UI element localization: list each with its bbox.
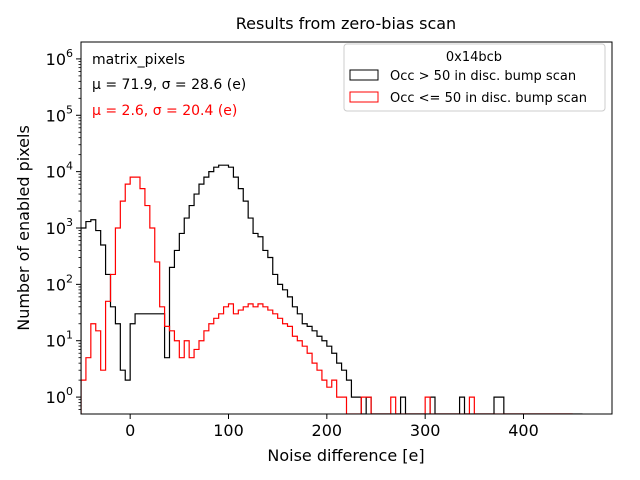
legend-entry-red: Occ <= 50 in disc. bump scan: [390, 91, 587, 106]
y-axis-ticks: 100 101 102 103 104 105 106: [46, 47, 81, 410]
legend-swatch-red: [349, 91, 379, 103]
y-tick-label: 105: [46, 103, 73, 125]
annotation-black-stats: μ = 71.9, σ = 28.6 (e): [92, 77, 246, 93]
y-tick-label: 102: [46, 272, 73, 294]
legend: 0x14bcb Occ > 50 in disc. bump scan Occ …: [343, 43, 606, 112]
series-line-red: [81, 176, 573, 414]
y-axis-label: Number of enabled pixels: [14, 125, 33, 331]
annotation-red-stats: μ = 2.6, σ = 20.4 (e): [92, 103, 237, 119]
series-layer: [81, 164, 583, 414]
x-tick-label: 0: [125, 421, 135, 440]
y-tick-label: 101: [46, 329, 73, 351]
x-tick-label: 300: [410, 421, 441, 440]
y-tick-label: 100: [46, 385, 73, 407]
annotation-dataset: matrix_pixels: [92, 52, 185, 68]
chart-title: Results from zero-bias scan: [236, 14, 456, 33]
y-tick-label: 103: [46, 216, 73, 238]
series-line-black: [81, 164, 583, 414]
x-axis-label: Noise difference [e]: [267, 446, 424, 465]
legend-frame: [343, 43, 606, 112]
legend-swatch-black: [349, 69, 379, 81]
legend-title: 0x14bcb: [446, 50, 502, 65]
x-axis-ticks: 0 100 200 300 400: [125, 414, 539, 440]
x-tick-label: 400: [508, 421, 539, 440]
legend-entry-black: Occ > 50 in disc. bump scan: [390, 69, 576, 84]
x-tick-label: 100: [213, 421, 244, 440]
y-tick-label: 106: [46, 47, 73, 69]
x-tick-label: 200: [312, 421, 343, 440]
y-tick-label: 104: [46, 160, 73, 182]
